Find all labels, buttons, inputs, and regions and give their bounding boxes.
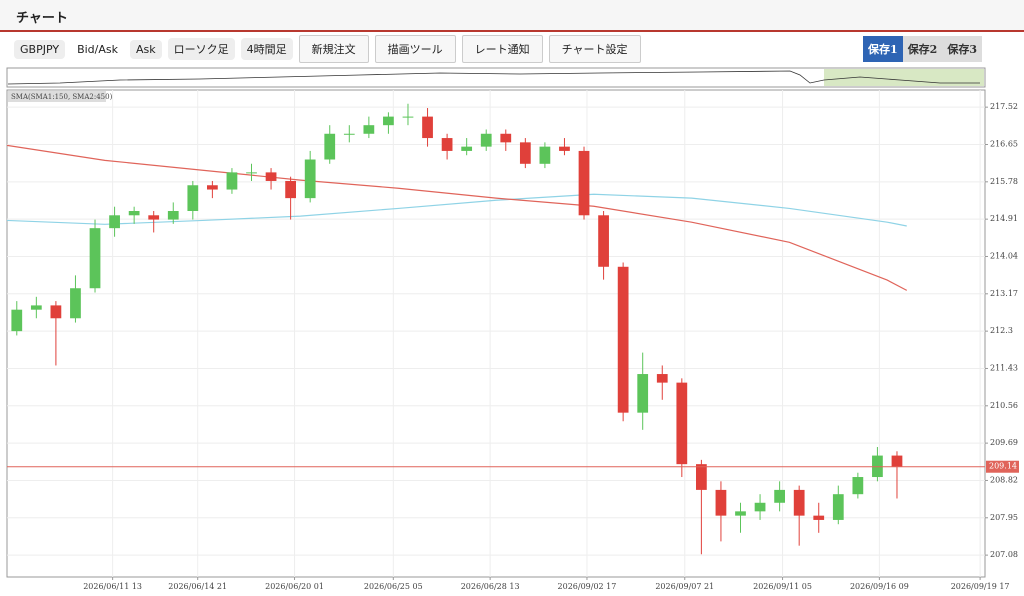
sma-line — [6, 144, 908, 291]
legend: SMA(SMA1:150, SMA2:450) — [11, 93, 113, 101]
y-tick-label: 208.82 — [990, 475, 1018, 484]
candle-body — [832, 494, 844, 520]
current-price-box — [986, 460, 1019, 473]
tab[interactable]: 保存2 — [902, 36, 943, 62]
candle-body — [578, 150, 590, 216]
candle-body — [735, 511, 746, 516]
x-tick-label: 2026/09/19 17 — [951, 582, 1010, 591]
navigator — [6, 67, 986, 88]
candle-body — [109, 215, 120, 229]
y-tick-label: 214.91 — [990, 214, 1018, 223]
candle-body — [89, 228, 101, 289]
x-tick-label: 2026/09/02 17 — [558, 582, 617, 591]
candle-body — [343, 133, 355, 135]
candle-body — [519, 142, 531, 164]
candle-body — [148, 215, 160, 220]
candle-body — [813, 515, 825, 520]
select[interactable]: Ask — [129, 39, 162, 59]
x-tick-label: 2026/06/25 05 — [364, 582, 423, 591]
tabs: 保存1 保存2 保存3 — [863, 36, 982, 62]
x-tick-label: 2026/09/07 21 — [655, 582, 714, 591]
candle-body — [187, 185, 199, 211]
candle-body — [128, 210, 140, 216]
candle-body — [891, 455, 903, 467]
header: チャート — [0, 0, 1024, 32]
current-price-label: 209.14 — [989, 462, 1017, 471]
y-tick-label: 217.52 — [990, 102, 1018, 111]
candle-body — [70, 288, 81, 319]
candle-body — [637, 374, 649, 413]
y-tick-label: 207.95 — [990, 513, 1018, 522]
select[interactable]: GBPJPY — [14, 39, 66, 59]
x-tick-label: 2026/06/20 01 — [265, 582, 324, 591]
select[interactable]: 4時間足 — [240, 38, 293, 60]
candle-body — [441, 138, 453, 151]
candle-body — [500, 133, 512, 143]
candle-body — [167, 210, 179, 220]
candle-body — [363, 125, 375, 134]
candle-body — [402, 116, 414, 118]
candle-body — [793, 489, 805, 516]
candle-body — [383, 116, 394, 126]
candle-body — [226, 172, 238, 190]
x-tick-label: 2026/06/11 13 — [83, 582, 142, 591]
x-tick-label: 2026/09/16 09 — [850, 582, 909, 591]
candle-body — [559, 146, 570, 151]
candle-body — [480, 133, 492, 147]
sma-line — [6, 193, 907, 227]
y-tick-label: 216.65 — [990, 139, 1018, 148]
toolbar: GBPJPY Bid/Ask Ask ローソク足 4時間足 新規注文 描画ツール… — [14, 35, 641, 63]
select-label: Bid/Ask — [77, 42, 118, 56]
plot-frame — [6, 89, 986, 578]
x-tick-label: 2026/06/14 21 — [168, 582, 227, 591]
candle-body — [872, 455, 883, 478]
tab[interactable]: 保存3 — [942, 36, 982, 62]
y-tick-label: 207.08 — [990, 550, 1018, 559]
candle-body — [422, 116, 433, 139]
candle-body — [598, 215, 609, 267]
candle-body — [754, 502, 766, 512]
candle-body — [461, 146, 473, 151]
candle-body — [207, 185, 218, 190]
y-tick-label: 209.69 — [990, 438, 1018, 447]
candle-body — [304, 159, 316, 199]
candle-body — [715, 489, 727, 516]
y-tick-label: 212.3 — [990, 326, 1013, 335]
tab[interactable]: 保存1 — [863, 36, 903, 62]
candle-body — [265, 172, 277, 181]
candle-body — [696, 464, 707, 490]
candle-body — [324, 133, 336, 160]
candle-body — [676, 382, 688, 465]
button[interactable]: 新規注文 — [298, 35, 369, 63]
candle-body — [617, 266, 629, 413]
button[interactable]: レート通知 — [461, 35, 543, 63]
y-tick-label: 210.56 — [990, 401, 1018, 410]
candle-body — [50, 305, 62, 319]
candle-body — [539, 146, 551, 164]
x-tick-label: 2026/09/11 05 — [753, 582, 812, 591]
y-tick-label: 214.04 — [990, 251, 1018, 260]
button[interactable]: チャート設定 — [548, 35, 641, 63]
candle-body — [30, 305, 42, 310]
y-tick-label: 213.17 — [990, 289, 1018, 298]
header-title: チャート — [16, 11, 68, 26]
y-tick-label: 215.78 — [990, 177, 1018, 186]
button[interactable]: 描画ツール — [374, 35, 456, 63]
navigator-window — [824, 69, 984, 86]
candle-body — [852, 477, 864, 495]
candle-body — [774, 489, 785, 503]
legend-box — [8, 91, 106, 102]
y-tick-label: 211.43 — [990, 363, 1018, 372]
candle-body — [11, 309, 23, 332]
select[interactable]: ローソク足 — [167, 38, 235, 60]
x-tick-label: 2026/06/28 13 — [461, 582, 520, 591]
candle-body — [246, 172, 257, 174]
candle-body — [656, 374, 668, 383]
navigator-line — [7, 70, 980, 85]
candle-body — [285, 180, 296, 199]
